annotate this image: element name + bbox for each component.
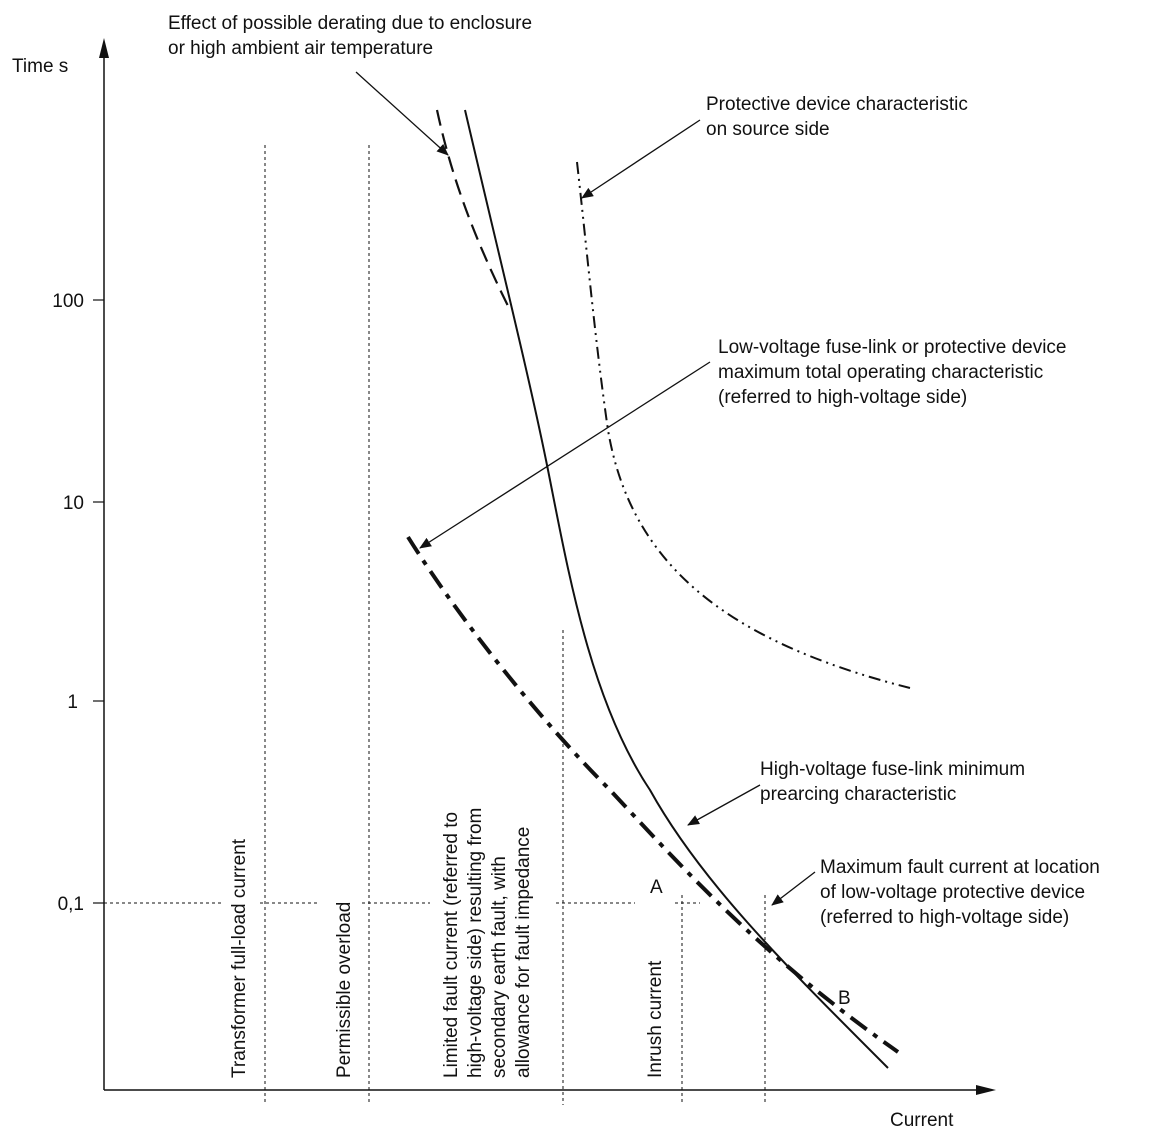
y-tick-label-1: 1: [67, 692, 78, 713]
curve-source-side-device: [576, 161, 911, 689]
y-tick-label-100: 100: [52, 291, 84, 312]
annotation-derating: Effect of possible derating due to enclo…: [168, 13, 537, 59]
annotations: Effect of possible derating due to enclo…: [168, 13, 1105, 928]
curves: [406, 109, 911, 1069]
annotation-lv-fuse: Low-voltage fuse-link or protective devi…: [718, 337, 1072, 408]
leader-arrows: [355, 71, 816, 906]
y-tick-label-0-1: 0,1: [58, 894, 84, 915]
y-axis-arrowhead: [99, 38, 109, 58]
region-label-limited-fault: Limited fault current (referred to high-…: [441, 802, 534, 1078]
curve-derating: [435, 109, 512, 313]
annotation-max-fault: Maximum fault current at location of low…: [820, 857, 1105, 928]
point-label-b: B: [838, 988, 851, 1009]
x-axis-title: Current: [890, 1110, 954, 1129]
y-axis-title: Time s: [12, 56, 68, 77]
axes: Time s Current 100 10 1 0,1: [12, 38, 996, 1129]
arrow-source-side: [581, 119, 701, 199]
arrow-derating: [355, 71, 449, 156]
region-label-overload: Permissible overload: [334, 902, 355, 1078]
region-label-full-load: Transformer full-load current: [229, 838, 250, 1078]
arrow-max-fault: [771, 871, 816, 906]
region-boundaries: [264, 145, 766, 1105]
region-label-inrush: Inrush current: [645, 960, 666, 1078]
y-tick-label-10: 10: [63, 493, 84, 514]
curve-hv-fuse-min-prearcing: [464, 109, 889, 1069]
annotation-hv-fuse: High-voltage fuse-link minimum prearcing…: [760, 759, 1030, 805]
arrow-hv-fuse: [687, 784, 761, 826]
annotation-source-side: Protective device characteristic on sour…: [706, 94, 973, 140]
region-labels: Transformer full-load current Permissibl…: [229, 802, 666, 1078]
arrow-lv-fuse: [419, 361, 711, 549]
x-axis-arrowhead: [976, 1085, 996, 1095]
point-label-a: A: [650, 877, 663, 898]
